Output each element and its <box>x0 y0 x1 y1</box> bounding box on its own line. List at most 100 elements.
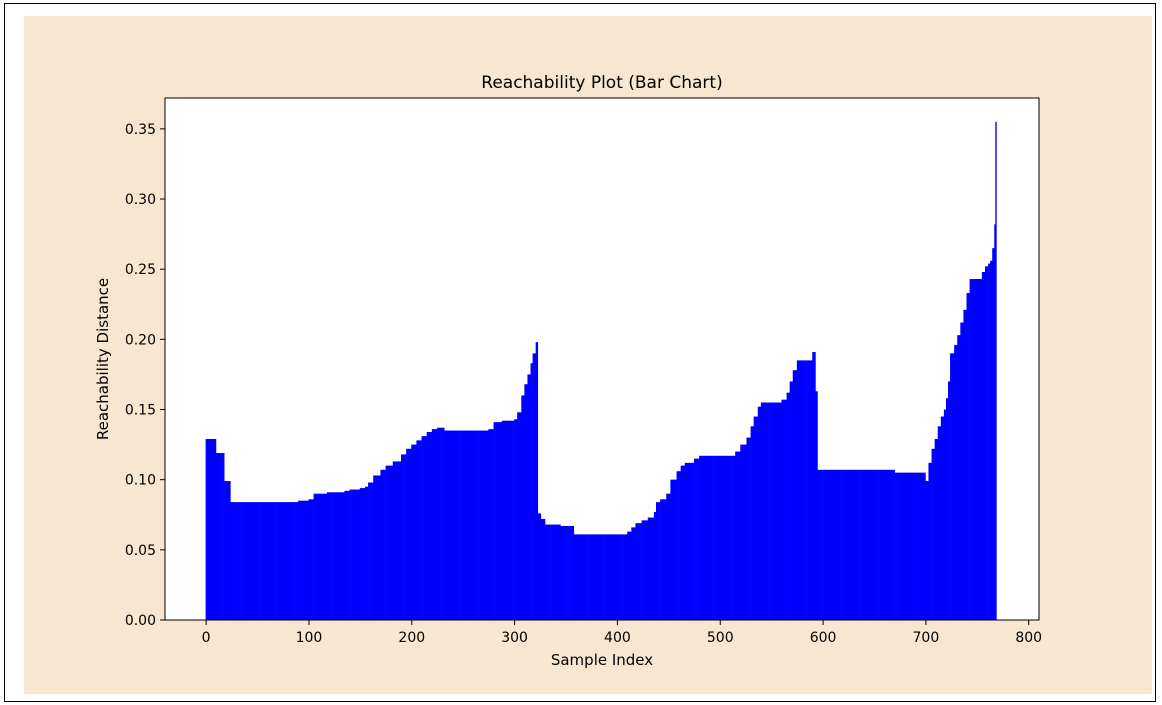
y-tick-label: 0.25 <box>125 262 156 278</box>
bar <box>236 502 238 620</box>
bar <box>498 422 501 620</box>
bar <box>723 455 726 620</box>
bar <box>370 482 372 620</box>
bar <box>548 524 550 620</box>
bar <box>872 469 875 620</box>
bar <box>833 469 836 620</box>
bar <box>966 293 968 620</box>
bar <box>718 455 721 620</box>
bar <box>751 426 753 620</box>
bar <box>819 469 821 620</box>
bar <box>377 475 379 620</box>
bar <box>754 416 757 620</box>
bar <box>782 399 784 620</box>
bar <box>623 534 625 620</box>
bar <box>705 455 707 620</box>
bar <box>971 279 974 620</box>
bar <box>339 492 341 620</box>
bar <box>559 524 561 620</box>
bar <box>553 524 555 620</box>
bar <box>465 430 468 620</box>
bar <box>458 430 460 620</box>
bar <box>388 465 391 620</box>
bar <box>550 524 552 620</box>
bar <box>268 502 270 620</box>
bar <box>653 511 656 620</box>
bar <box>471 430 474 620</box>
x-tick-label: 600 <box>810 630 837 646</box>
bar <box>372 482 374 620</box>
bar <box>556 524 558 620</box>
bar <box>396 461 399 620</box>
bar <box>545 524 548 620</box>
bar <box>797 360 800 620</box>
bar <box>939 426 942 620</box>
bar <box>552 524 554 620</box>
bar <box>455 430 457 620</box>
bar <box>880 469 882 620</box>
bar <box>965 309 967 620</box>
bar <box>436 427 439 620</box>
bar <box>336 492 338 620</box>
bar <box>447 430 449 620</box>
bar <box>823 469 825 620</box>
bar <box>576 534 579 620</box>
bar <box>678 471 680 620</box>
bar <box>715 455 717 620</box>
bar <box>585 534 587 620</box>
bar <box>551 524 553 620</box>
bar <box>374 475 376 620</box>
bar <box>616 534 619 620</box>
bar <box>892 469 894 620</box>
bar <box>863 469 866 620</box>
bar <box>713 455 715 620</box>
x-axis-label: Sample Index <box>551 651 653 669</box>
bar <box>392 461 395 620</box>
bar <box>258 502 260 620</box>
bar <box>636 523 638 620</box>
bar <box>346 490 348 620</box>
bar <box>808 360 810 620</box>
bar <box>478 430 480 620</box>
bar <box>690 462 693 620</box>
bar <box>871 469 874 620</box>
bar <box>495 422 497 620</box>
bar <box>603 534 605 620</box>
bar <box>641 520 643 620</box>
bar <box>612 534 615 620</box>
bar <box>351 489 353 620</box>
bar <box>665 499 667 620</box>
bar <box>979 279 982 620</box>
bar <box>649 517 652 620</box>
bar <box>555 524 557 620</box>
bar <box>614 534 617 620</box>
bar <box>311 499 313 620</box>
bar <box>378 475 380 620</box>
bar <box>342 492 344 620</box>
bar <box>599 534 601 620</box>
bar <box>807 360 809 620</box>
bar <box>387 465 389 620</box>
y-axis-label: Reachability Distance <box>94 278 112 440</box>
bar <box>642 520 644 620</box>
bar <box>839 469 841 620</box>
bar <box>282 502 285 620</box>
bar <box>211 438 214 620</box>
bar <box>944 409 947 620</box>
bar <box>274 502 276 620</box>
bar <box>523 395 525 620</box>
bar <box>288 502 291 620</box>
bar <box>883 469 885 620</box>
bar <box>226 481 228 620</box>
bar <box>293 502 295 620</box>
bar <box>780 402 782 620</box>
bar <box>630 531 632 620</box>
bar <box>766 402 768 620</box>
bar <box>484 430 486 620</box>
bar <box>922 472 924 620</box>
bar <box>298 500 300 620</box>
bar <box>795 370 798 620</box>
bar <box>640 523 642 620</box>
bar <box>921 472 923 620</box>
bar <box>586 534 588 620</box>
